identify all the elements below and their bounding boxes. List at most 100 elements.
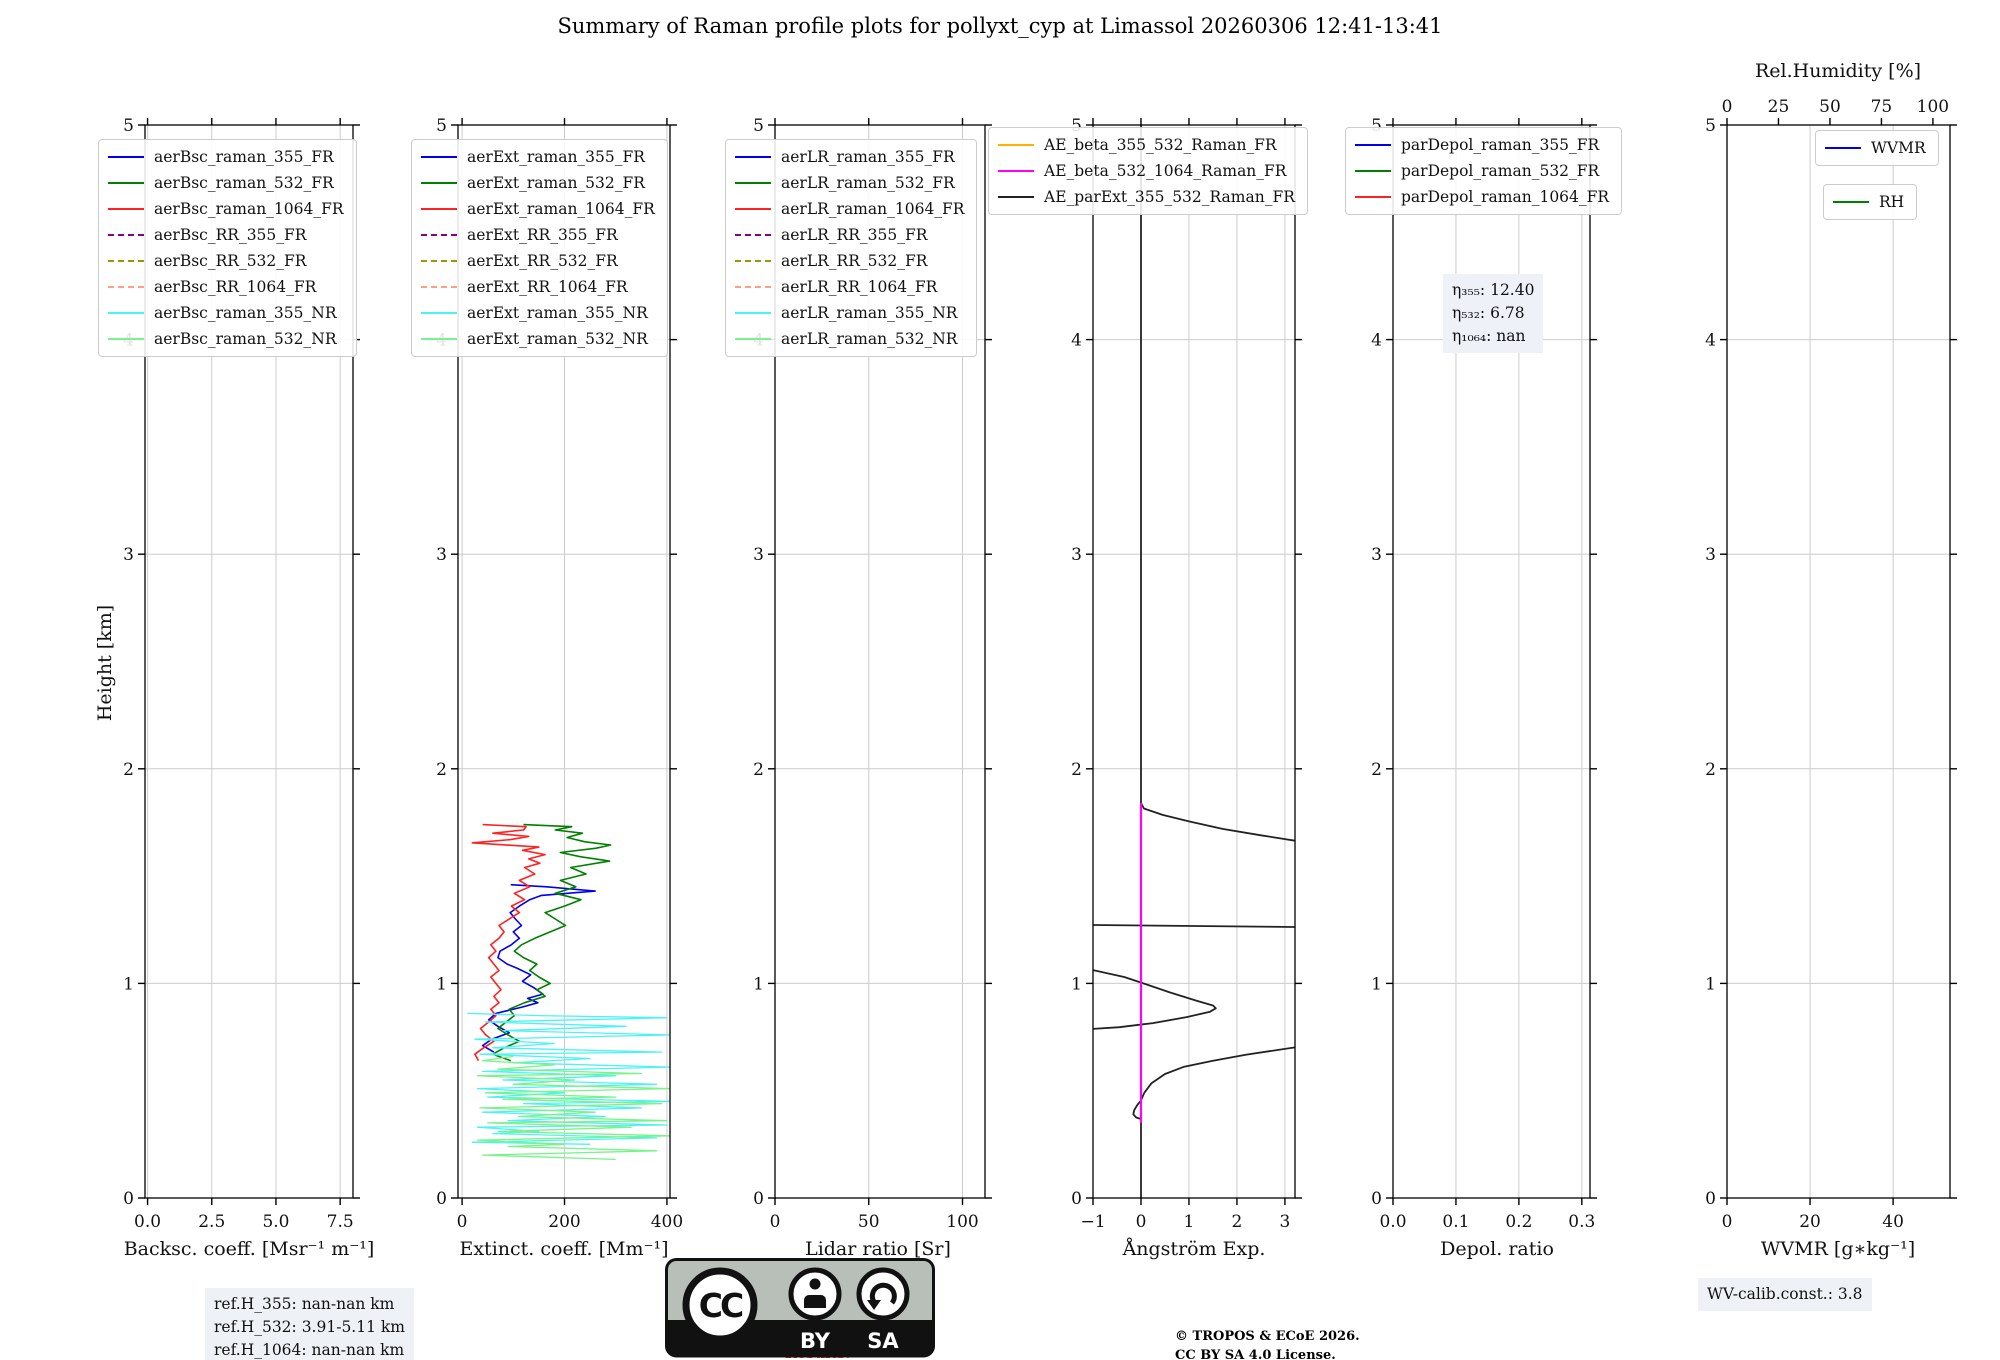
legend-line-swatch [1825,147,1861,149]
y-tick-label: 4 [1371,331,1382,351]
legend-item: WVMR [1825,135,1926,161]
top-axis-tick-label: 100 [1917,97,1949,117]
legend-item: AE_beta_532_1064_Raman_FR [998,158,1295,184]
legend-line-swatch [998,196,1034,198]
top-axis-tick-label: 0 [1722,97,1733,117]
legend-label: aerExt_RR_532_FR [467,252,618,270]
eta-annotation: η₃₅₅: 12.40 η₅₃₂: 6.78 η₁₀₆₄: nan [1443,274,1544,353]
eta-355: η₃₅₅: 12.40 [1452,281,1535,299]
x-tick-label: 40 [1882,1212,1904,1232]
legend-label: aerExt_raman_355_FR [467,148,645,166]
y-tick-label: 2 [753,760,764,780]
y-tick-label: 3 [753,545,764,565]
legend-line-swatch [108,312,144,314]
legend-item: AE_beta_355_532_Raman_FR [998,132,1295,158]
legend-item: aerExt_raman_355_FR [421,144,655,170]
legend-line-swatch [735,260,771,262]
legend-line-swatch [1355,196,1391,198]
x-tick-label: 50 [858,1212,880,1232]
cc-circle-text: CC [699,1286,743,1325]
ref-h-532: ref.H_532: 3.91-5.11 km [214,1318,405,1336]
x-tick-label: 0.0 [134,1212,161,1232]
copyright-line-1: © TROPOS & ECoE 2026. [1175,1329,1360,1344]
legend-label: parDepol_raman_532_FR [1401,162,1600,180]
legend-item: RH [1833,189,1904,215]
legend-label: aerLR_RR_1064_FR [781,278,938,296]
sa-arrow-arc [869,1282,897,1305]
x-tick-label: 0 [1722,1212,1733,1232]
xlabel-lidar-ratio: Lidar ratio [Sr] [805,1238,951,1260]
x-tick-label: 2.5 [198,1212,225,1232]
ref-h-355: ref.H_355: nan-nan km [214,1295,395,1313]
x-tick-label: 0 [1136,1212,1147,1232]
y-tick-label: 0 [753,1189,764,1209]
legend-line-swatch [735,286,771,288]
legend-label: aerBsc_RR_355_FR [154,226,307,244]
series-group [1093,125,1295,1198]
series-AE_parExt_355_532_Raman_FR [1093,969,1217,1030]
legend-2: aerLR_raman_355_FR aerLR_raman_532_FR aerL… [725,139,978,357]
y-tick-label: 5 [436,116,447,136]
plot-frame [1392,124,1591,1199]
xlabel-backscatter: Backsc. coeff. [Msr⁻¹ m⁻¹] [123,1238,375,1260]
plot-frame [1726,124,1951,1199]
x-tick-label: 400 [651,1212,683,1232]
x-tick-label: 2 [1232,1212,1243,1232]
legend-label: aerLR_raman_355_NR [781,304,958,322]
ref-height-annotation: ref.H_355: nan-nan km ref.H_532: 3.91-5.… [205,1288,414,1360]
x-tick-label: 0.2 [1505,1212,1532,1232]
y-tick-label: 0 [123,1189,134,1209]
y-tick-label: 5 [1071,116,1082,136]
legend-item: aerExt_raman_532_FR [421,170,655,196]
legend-label: aerBsc_raman_355_FR [154,148,334,166]
x-tick-label: 0 [770,1212,781,1232]
x-tick-label: 0.0 [1379,1212,1406,1232]
legend-label: aerExt_RR_1064_FR [467,278,628,296]
legend-line-swatch [108,338,144,340]
legend-item: aerExt_raman_532_NR [421,326,655,352]
x-tick-label: 200 [548,1212,580,1232]
y-tick-label: 4 [1071,331,1082,351]
legend-label: AE_parExt_355_532_Raman_FR [1044,188,1295,206]
legend-item: aerBsc_raman_355_NR [108,300,344,326]
legend-item: parDepol_raman_1064_FR [1355,184,1609,210]
legend-label: aerLR_RR_532_FR [781,252,928,270]
legend-3: AE_beta_355_532_Raman_FR AE_beta_532_1064… [988,127,1308,215]
legend-item: aerLR_raman_355_NR [735,300,964,326]
series-group [467,823,670,1161]
legend-line-swatch [998,144,1034,146]
sa-label: SA [867,1329,899,1353]
legend-item: aerLR_raman_1064_FR [735,196,964,222]
sa-arrow-head [867,1300,881,1310]
plot-frame [144,124,354,1199]
sa-arrow-icon [856,1267,910,1321]
y-tick-label: 1 [1071,974,1082,994]
legend-line-swatch [108,286,144,288]
eta-1064: η₁₀₆₄: nan [1452,327,1526,345]
x-tick-label: 0.3 [1568,1212,1595,1232]
legend-label: aerLR_raman_532_NR [781,330,958,348]
legend-line-swatch [735,312,771,314]
y-tick-label: 3 [436,545,447,565]
y-tick-label: 5 [1705,116,1716,136]
legend-label: aerBsc_raman_532_NR [154,330,337,348]
y-tick-label: 2 [1071,760,1082,780]
top-axis-tick-label: 25 [1768,97,1790,117]
legend-line-swatch [735,156,771,158]
copyright-note: © TROPOS & ECoE 2026. CC BY SA 4.0 Licen… [1175,1327,1360,1360]
legend-label: aerBsc_RR_532_FR [154,252,307,270]
legend-item: aerBsc_RR_355_FR [108,222,344,248]
legend-line-swatch [108,156,144,158]
y-tick-label: 0 [1071,1189,1082,1209]
y-tick-label: 1 [436,974,447,994]
legend-line-swatch [421,312,457,314]
xlabel-extinction: Extinct. coeff. [Mm⁻¹] [459,1238,669,1260]
legend-item: aerLR_raman_532_NR [735,326,964,352]
series-aerExt_raman_1064_FR [471,823,546,1062]
legend-label: aerLR_raman_532_FR [781,174,955,192]
x-tick-label: 5.0 [262,1212,289,1232]
legend-item: aerBsc_RR_1064_FR [108,274,344,300]
legend-item: parDepol_raman_532_FR [1355,158,1609,184]
legend-label: parDepol_raman_355_FR [1401,136,1600,154]
series-aerExt_raman_532_NR [476,1055,670,1161]
